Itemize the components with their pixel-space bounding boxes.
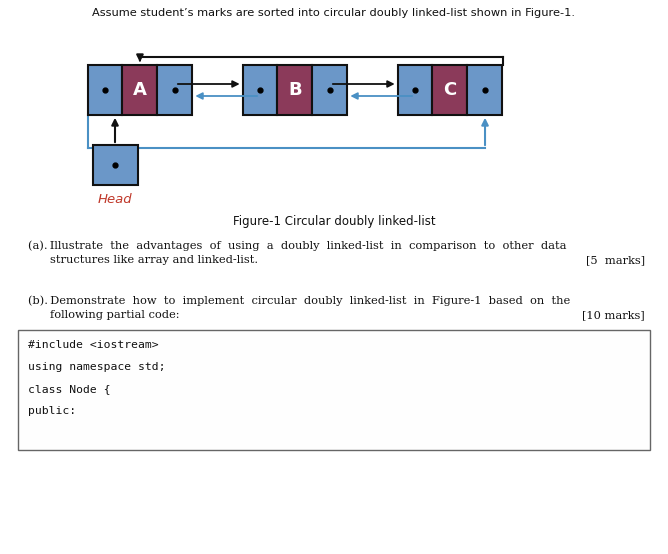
Text: structures like array and linked-list.: structures like array and linked-list. <box>50 255 258 265</box>
Bar <box>158 65 192 115</box>
Bar <box>18 330 650 450</box>
Text: A: A <box>133 81 147 99</box>
Text: (b). Demonstrate  how  to  implement  circular  doubly  linked-list  in  Figure-: (b). Demonstrate how to implement circul… <box>28 295 570 306</box>
Bar <box>432 65 468 115</box>
Text: [10 marks]: [10 marks] <box>582 310 645 320</box>
Text: (a). Illustrate  the  advantages  of  using  a  doubly  linked-list  in  compari: (a). Illustrate the advantages of using … <box>28 240 566 250</box>
Text: C: C <box>444 81 456 99</box>
Bar <box>242 65 277 115</box>
Text: Assume student’s marks are sorted into circular doubly linked-list shown in Figu: Assume student’s marks are sorted into c… <box>92 8 576 18</box>
Text: public:: public: <box>28 406 76 416</box>
Bar <box>92 145 138 185</box>
Text: class Node {: class Node { <box>28 384 110 394</box>
Bar <box>277 65 313 115</box>
Bar <box>88 65 122 115</box>
Text: following partial code:: following partial code: <box>50 310 180 320</box>
Bar <box>122 65 158 115</box>
Text: #include <iostream>: #include <iostream> <box>28 340 158 350</box>
Bar <box>397 65 432 115</box>
Text: B: B <box>288 81 302 99</box>
Bar <box>468 65 502 115</box>
Text: Head: Head <box>98 193 132 206</box>
Text: Figure-1 Circular doubly linked-list: Figure-1 Circular doubly linked-list <box>232 215 436 228</box>
Text: using namespace std;: using namespace std; <box>28 362 166 372</box>
Bar <box>313 65 347 115</box>
Text: [5  marks]: [5 marks] <box>586 255 645 265</box>
